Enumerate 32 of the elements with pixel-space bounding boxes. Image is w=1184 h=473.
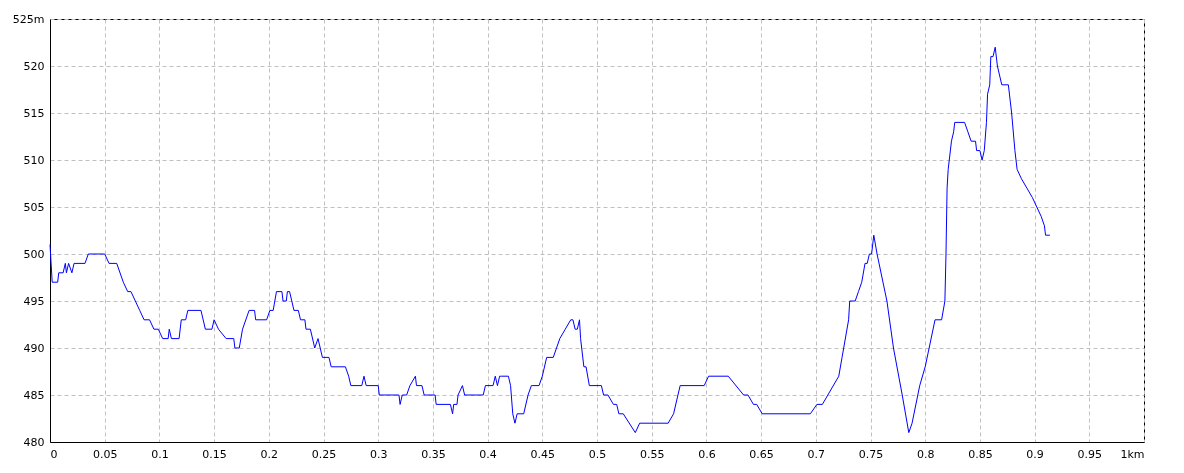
- x-tick-label: 0.25: [311, 447, 337, 461]
- x-tick-label: 0.6: [698, 447, 716, 461]
- y-tick-label: 510: [23, 153, 45, 167]
- x-tick-label: 0.3: [369, 447, 388, 461]
- y-tick-label: 515: [23, 106, 45, 120]
- x-tick-label: 1km: [1120, 447, 1145, 461]
- line-series: [49, 46, 1051, 434]
- y-tick-label: 480: [23, 435, 45, 449]
- y-tick-label: 525m: [12, 12, 45, 26]
- x-tick-label: 0.7: [807, 447, 826, 461]
- x-tick-label: 0.15: [202, 447, 227, 461]
- y-tick-label: 505: [23, 200, 45, 214]
- y-tick-label: 495: [23, 294, 45, 308]
- x-tick-label: 0.4: [479, 447, 497, 461]
- x-tick-label: 0.05: [92, 447, 118, 461]
- x-tick-label: 0.85: [968, 447, 993, 461]
- y-tick-label: 500: [23, 247, 45, 261]
- x-tick-label: 0.8: [916, 447, 935, 461]
- x-tick-label: 0.1: [151, 447, 169, 461]
- x-tick-label: 0.35: [421, 447, 446, 461]
- x-tick-label: 0: [50, 447, 58, 461]
- x-tick-label: 0.5: [588, 447, 607, 461]
- x-tick-label: 0.65: [749, 447, 774, 461]
- x-tick-label: 0.2: [260, 447, 279, 461]
- y-tick-label: 490: [23, 341, 45, 355]
- y-tick-label: 485: [23, 388, 45, 402]
- x-tick-label: 0.95: [1077, 447, 1103, 461]
- x-tick-label: 0.45: [530, 447, 556, 461]
- y-tick-label: 520: [23, 59, 45, 73]
- x-tick-label: 0.55: [639, 447, 665, 461]
- x-tick-label: 0.9: [1026, 447, 1044, 461]
- x-tick-label: 0.75: [858, 447, 884, 461]
